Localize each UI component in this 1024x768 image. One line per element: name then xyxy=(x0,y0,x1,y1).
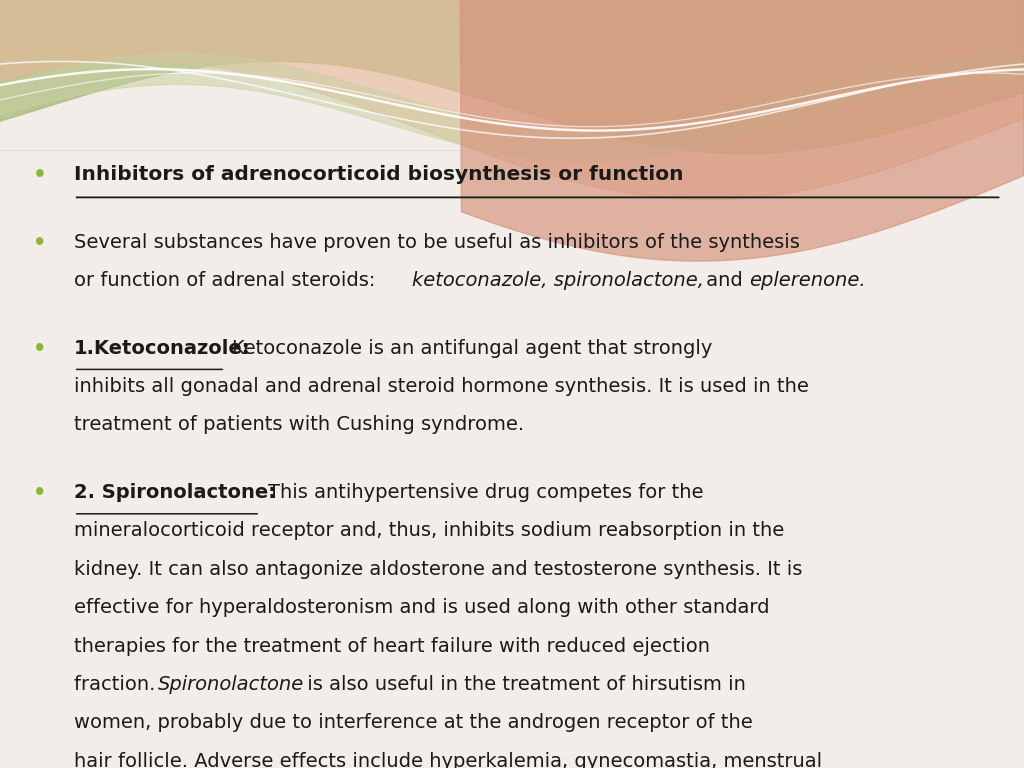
Text: •: • xyxy=(33,339,46,359)
Text: •: • xyxy=(33,165,46,185)
Text: therapies for the treatment of heart failure with reduced ejection: therapies for the treatment of heart fai… xyxy=(74,637,710,656)
Text: hair follicle. Adverse effects include hyperkalemia, gynecomastia, menstrual: hair follicle. Adverse effects include h… xyxy=(74,752,822,768)
Text: •: • xyxy=(33,483,46,503)
Text: •: • xyxy=(33,233,46,253)
Text: Spironolactone: Spironolactone xyxy=(158,675,304,694)
Text: ketoconazole, spironolactone,: ketoconazole, spironolactone, xyxy=(412,271,703,290)
Text: Several substances have proven to be useful as inhibitors of the synthesis: Several substances have proven to be use… xyxy=(74,233,800,252)
Text: or function of adrenal steroids:: or function of adrenal steroids: xyxy=(74,271,381,290)
Text: effective for hyperaldosteronism and is used along with other standard: effective for hyperaldosteronism and is … xyxy=(74,598,769,617)
Text: 1.Ketoconazole:: 1.Ketoconazole: xyxy=(74,339,250,358)
Text: Ketoconazole is an antifungal agent that strongly: Ketoconazole is an antifungal agent that… xyxy=(232,339,713,358)
Text: inhibits all gonadal and adrenal steroid hormone synthesis. It is used in the: inhibits all gonadal and adrenal steroid… xyxy=(74,377,809,396)
Text: 2. Spironolactone:: 2. Spironolactone: xyxy=(74,483,275,502)
Text: eplerenone.: eplerenone. xyxy=(750,271,866,290)
Text: This antihypertensive drug competes for the: This antihypertensive drug competes for … xyxy=(268,483,703,502)
Text: is also useful in the treatment of hirsutism in: is also useful in the treatment of hirsu… xyxy=(301,675,745,694)
Text: fraction.: fraction. xyxy=(74,675,162,694)
Text: Inhibitors of adrenocorticoid biosynthesis or function: Inhibitors of adrenocorticoid biosynthes… xyxy=(74,165,683,184)
Text: kidney. It can also antagonize aldosterone and testosterone synthesis. It is: kidney. It can also antagonize aldostero… xyxy=(74,560,802,579)
Text: mineralocorticoid receptor and, thus, inhibits sodium reabsorption in the: mineralocorticoid receptor and, thus, in… xyxy=(74,521,784,541)
Text: and: and xyxy=(700,271,750,290)
Text: women, probably due to interference at the androgen receptor of the: women, probably due to interference at t… xyxy=(74,713,753,733)
Text: treatment of patients with Cushing syndrome.: treatment of patients with Cushing syndr… xyxy=(74,415,524,435)
